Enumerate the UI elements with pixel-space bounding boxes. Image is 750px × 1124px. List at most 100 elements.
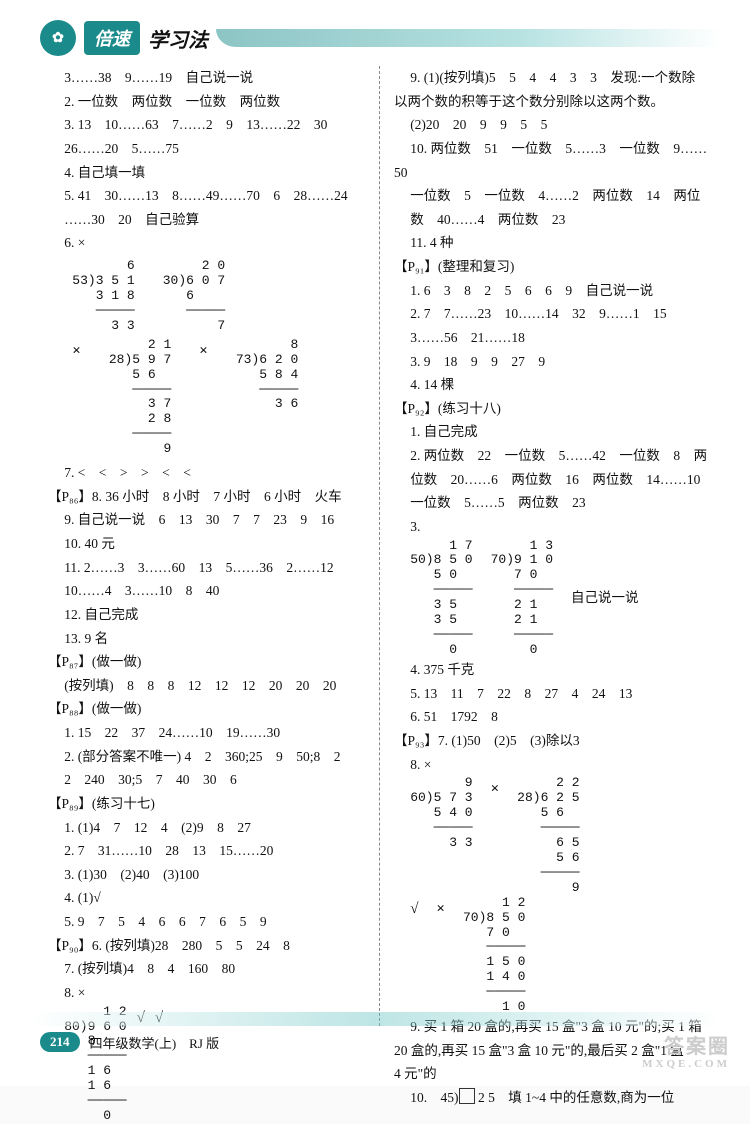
section-tag: 【P₉₂】(练习十八) [394, 397, 712, 421]
text-line: 5. 41 30……13 8……49……70 6 28……24 [48, 184, 365, 208]
longdiv-group-6cd: × 2 1 28)5 9 7 5 6 ───── 3 7 2 8 ───── 9… [72, 338, 365, 458]
left-column: 3……38 9……19 自己说一说 2. 一位数 两位数 一位数 两位数 3. … [40, 66, 380, 1026]
text-line: 11. 4 种 [394, 231, 712, 255]
text-line: 5. 9 7 5 4 6 6 7 6 5 9 [48, 910, 365, 934]
text-line: 4. (1)√ [48, 886, 365, 910]
page-number: 214 [40, 1032, 80, 1052]
text-line: 5. 13 11 7 22 8 27 4 24 13 [394, 682, 712, 706]
text-line: 1. 6 3 8 2 5 6 6 9 自己说一说 [394, 279, 712, 303]
right-column: 9. (1)(按列填)5 5 4 4 3 3 发现:一个数除 以两个数的积等于这… [380, 66, 720, 1026]
page-ref: 【P₉₀】 [48, 938, 92, 953]
header: ✿ 倍速 学习法 [40, 20, 720, 56]
text-line: 4. 自己填一填 [48, 161, 365, 185]
text-line: 9. (1)(按列填)5 5 4 4 3 3 发现:一个数除 [394, 66, 712, 90]
text-line: 10. 45) 2 5 填 1~4 中的任意数,商为一位 [394, 1086, 712, 1110]
section-tag: 【P₉₀】6. (按列填)28 280 5 5 24 8 [48, 934, 365, 958]
text-line: 7. (按列填)4 8 4 160 80 [48, 957, 365, 981]
long-division: 6 53)3 5 1 3 1 8 ───── 3 3 [72, 259, 134, 334]
brand-logo: ✿ [40, 20, 76, 56]
text-line: 位数 20……6 两位数 16 两位数 14……10 [394, 468, 712, 492]
text-line: 13. 9 名 [48, 627, 365, 651]
text: 10. 45) [410, 1090, 458, 1105]
section-tag: 【P₈₇】(做一做) [48, 650, 365, 674]
text-line: 一位数 5 一位数 4……2 两位数 14 两位 [394, 184, 712, 208]
text-line: 2. 7 7……23 10……14 32 9……1 15 [394, 302, 712, 326]
text-line: 11. 2……3 3……60 13 5……36 2……12 [48, 556, 365, 580]
text: 8. 36 小时 8 小时 7 小时 6 小时 火车 [92, 489, 342, 504]
mark-icon: × [491, 776, 500, 802]
text-line: 1. 15 22 37 24……10 19……30 [48, 721, 365, 745]
longdiv-group-3: 1 7 50)8 5 0 5 0 ───── 3 5 3 5 ───── 0 1… [410, 539, 712, 659]
text-line: 2. 7 31……10 28 13 15……20 [48, 839, 365, 863]
content-columns: 3……38 9……19 自己说一说 2. 一位数 两位数 一位数 两位数 3. … [40, 66, 720, 1026]
page: ✿ 倍速 学习法 3……38 9……19 自己说一说 2. 一位数 两位数 一位… [0, 0, 750, 1086]
text-line: 3. 9 18 9 9 27 9 [394, 350, 712, 374]
section-tag: 【P₈₆】8. 36 小时 8 小时 7 小时 6 小时 火车 [48, 485, 365, 509]
long-division: 1 7 50)8 5 0 5 0 ───── 3 5 3 5 ───── 0 [410, 539, 472, 659]
text-line: ……30 20 自己验算 [48, 208, 365, 232]
mark-icon: × [199, 338, 208, 458]
text-line: 3. 13 10……63 7……2 9 13……22 30 [48, 113, 365, 137]
blank-box-icon [459, 1088, 475, 1104]
text-line: 数 40……4 两位数 23 [394, 208, 712, 232]
text-line: 6. × [48, 231, 365, 255]
mark-icon: × [436, 896, 445, 922]
mark-icon: × [72, 338, 81, 458]
text-line: 3……56 21……18 [394, 326, 712, 350]
text-line: 1. (1)4 7 12 4 (2)9 8 27 [48, 816, 365, 840]
text-line: 6. 51 1792 8 [394, 705, 712, 729]
header-swoosh [216, 29, 720, 47]
text: 2 5 填 1~4 中的任意数,商为一位 [475, 1090, 675, 1105]
text-line: 3. (1)30 (2)40 (3)100 [48, 863, 365, 887]
text-line: 8. × [394, 753, 712, 777]
footer: 214 四年级数学(上) RJ 版 [40, 1032, 219, 1052]
watermark-big: 答案圈 [664, 1036, 730, 1058]
longdiv-group-8cd: √ × 1 2 70)8 5 0 7 0 ───── 1 5 0 1 4 0 ─… [410, 896, 712, 1016]
text-line: 10. 40 元 [48, 532, 365, 556]
long-division: 2 2 28)6 2 5 5 6 ───── 6 5 5 6 ───── 9 [517, 776, 579, 896]
long-division: 2 0 30)6 0 7 6 ───── 7 [163, 259, 225, 334]
footer-text: 四年级数学(上) RJ 版 [90, 1033, 220, 1052]
longdiv-group-6ab: 6 53)3 5 1 3 1 8 ───── 3 3 2 0 30)6 0 7 … [72, 259, 365, 334]
text-line: 一位数 5……5 两位数 23 [394, 491, 712, 515]
footer-swoosh [30, 1012, 720, 1026]
tail-note: 自己说一说 [571, 586, 639, 610]
long-division: 8 73)6 2 0 5 8 4 ───── 3 6 [236, 338, 298, 458]
text-line: 10……4 3……10 8 40 [48, 579, 365, 603]
text-line: 4. 375 千克 [394, 658, 712, 682]
text-line: 2. 一位数 两位数 一位数 两位数 [48, 90, 365, 114]
long-division: 1 3 70)9 1 0 7 0 ───── 2 1 2 1 ───── 0 [491, 539, 553, 659]
text-line: 7. < < > > < < [48, 461, 365, 485]
long-division: 9 60)5 7 3 5 4 0 ───── 3 3 [410, 776, 472, 851]
page-ref: 【P₈₆】 [48, 489, 92, 504]
text-line: 12. 自己完成 [48, 603, 365, 627]
text-line: 9. 自己说一说 6 13 30 7 7 23 9 16 [48, 508, 365, 532]
text-line: 1. 自己完成 [394, 420, 712, 444]
text: 6. (按列填)28 280 5 5 24 8 [92, 938, 290, 953]
text: 7. (1)50 (2)5 (3)除以3 [438, 733, 580, 748]
section-tag: 【P₈₉】(练习十七) [48, 792, 365, 816]
text-line: 2. (部分答案不唯一) 4 2 360;25 9 50;8 2 [48, 745, 365, 769]
text-line: 26……20 5……75 [48, 137, 365, 161]
text-line: 2. 两位数 22 一位数 5……42 一位数 8 两 [394, 444, 712, 468]
text-line: (2)20 20 9 9 5 5 [394, 113, 712, 137]
section-tag: 【P₉₃】7. (1)50 (2)5 (3)除以3 [394, 729, 712, 753]
watermark: 答案圈 MXQE.COM [642, 1036, 730, 1070]
text-line: 3. [394, 515, 712, 539]
text-line: 4. 14 棵 [394, 373, 712, 397]
page-ref: 【P₉₃】 [394, 733, 438, 748]
section-tag: 【P₈₈】(做一做) [48, 697, 365, 721]
longdiv-group-8ab: 9 60)5 7 3 5 4 0 ───── 3 3 × 2 2 28)6 2 … [410, 776, 712, 896]
brand-tail: 学习法 [148, 24, 208, 53]
long-division: 1 2 70)8 5 0 7 0 ───── 1 5 0 1 4 0 ─────… [463, 896, 525, 1016]
check-icon: √ [410, 896, 418, 922]
section-tag: 【P₉₁】(整理和复习) [394, 255, 712, 279]
watermark-small: MXQE.COM [642, 1058, 730, 1070]
text-line: 8. × [48, 981, 365, 1005]
text-line: 10. 两位数 51 一位数 5……3 一位数 9……50 [394, 137, 712, 184]
text-line: 3……38 9……19 自己说一说 [48, 66, 365, 90]
brand-box: 倍速 [84, 21, 140, 55]
text-line: (按列填) 8 8 8 12 12 12 20 20 20 [48, 674, 365, 698]
text-line: 2 240 30;5 7 40 30 6 [48, 768, 365, 792]
long-division: 2 1 28)5 9 7 5 6 ───── 3 7 2 8 ───── 9 [109, 338, 171, 458]
